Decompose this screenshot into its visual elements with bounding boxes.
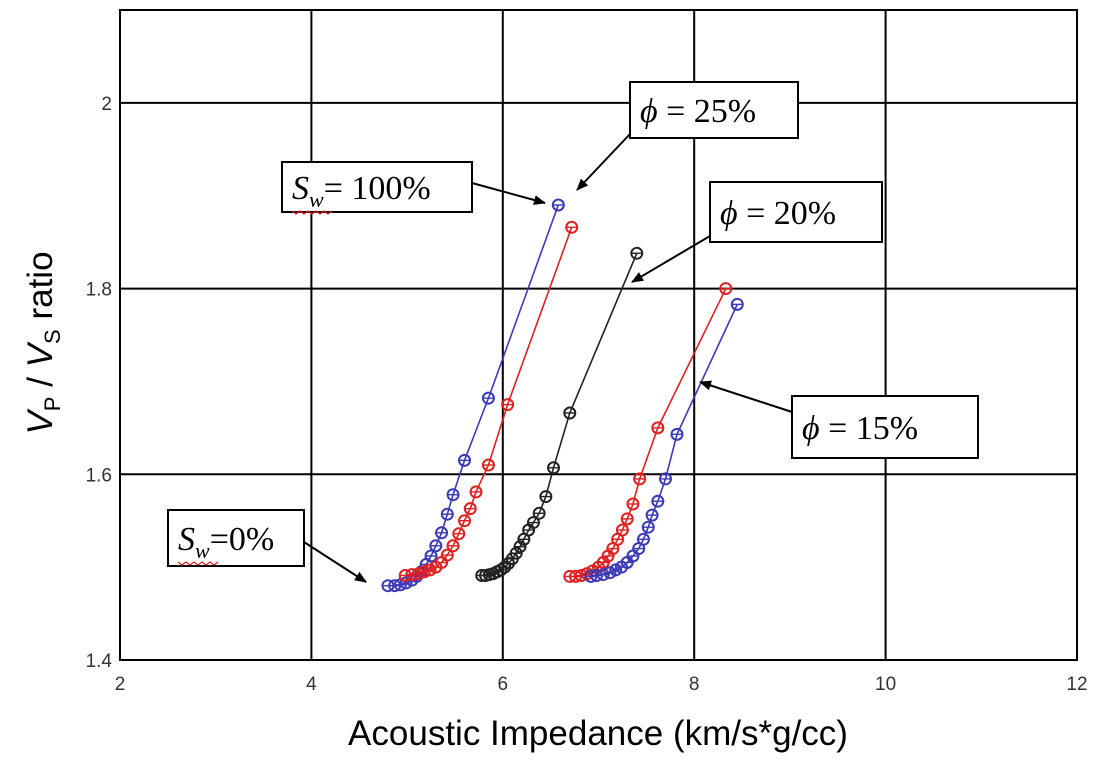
annotation-box [281, 161, 473, 213]
annotation-label: Sw= 100% [292, 170, 431, 212]
annotation-arrow [631, 235, 711, 283]
series-layer [381, 198, 744, 593]
annotation-arrow [576, 133, 631, 191]
x-tick-label: 4 [306, 674, 317, 695]
y-label-slash: / [21, 367, 60, 396]
annotation-variable: ϕ [802, 410, 820, 447]
annotation-box [167, 509, 305, 567]
annotation-porosity: ϕ = 15% [699, 380, 979, 459]
y-label-vp-var: V [21, 408, 60, 435]
annotation-subscript: w [309, 187, 324, 212]
y-label-vs-var: V [21, 340, 60, 367]
annotation-arrow [699, 380, 793, 413]
y-tick-label: 1.4 [86, 651, 113, 672]
annotation-label: ϕ = 25% [640, 93, 756, 130]
series-line [569, 288, 727, 578]
annotation-box [629, 81, 799, 139]
annotation-arrow [303, 541, 367, 583]
annotation-label: ϕ = 15% [802, 410, 918, 447]
annotation-arrow [471, 182, 546, 205]
annotation-saturation: Sw= 100% [281, 161, 546, 215]
annotation-value: = 15% [820, 410, 919, 447]
annotation-subscript: w [195, 538, 210, 563]
annotation-value: =0% [210, 521, 275, 558]
x-axis-ticks: 2 4 6 8 10 12 [115, 674, 1088, 695]
annotations-layer: Sw= 100%Sw=0%ϕ = 25%ϕ = 20%ϕ = 15% [167, 81, 979, 583]
spellcheck-squiggle [291, 210, 333, 215]
series-5 [584, 297, 744, 583]
annotation-label: ϕ = 20% [720, 195, 836, 232]
y-label-vp-sub: P [40, 397, 65, 412]
annotation-variable: S [292, 170, 309, 207]
annotation-porosity: ϕ = 20% [631, 181, 883, 283]
x-tick-label: 10 [875, 674, 896, 695]
annotation-porosity: ϕ = 25% [576, 81, 799, 191]
x-tick-label: 6 [498, 674, 509, 695]
plot-frame [119, 9, 1078, 661]
annotation-saturation: Sw=0% [167, 509, 367, 583]
series-2 [398, 220, 579, 582]
annotation-variable: ϕ [640, 93, 658, 130]
x-tick-label: 2 [115, 674, 126, 695]
annotation-value: = 100% [324, 170, 431, 207]
annotation-box [791, 395, 979, 459]
y-label-vs-sub: S [40, 329, 65, 344]
x-tick-label: 12 [1066, 674, 1087, 695]
annotation-value: = 25% [658, 93, 757, 130]
y-axis-label: VP / VS ratio [21, 251, 65, 434]
y-label-ratio: ratio [21, 251, 60, 329]
spellcheck-squiggle [177, 561, 219, 566]
y-tick-label: 2 [101, 94, 112, 115]
y-tick-label: 1.8 [86, 280, 112, 301]
annotation-label: Sw=0% [178, 521, 274, 563]
annotation-value: = 20% [738, 195, 837, 232]
annotation-box [709, 181, 883, 243]
y-axis-ticks: 1.4 1.6 1.8 2 [86, 94, 113, 672]
annotation-variable: ϕ [720, 195, 738, 232]
series-3 [475, 246, 644, 582]
annotation-variable: S [178, 521, 195, 558]
x-tick-label: 8 [689, 674, 700, 695]
y-tick-label: 1.6 [86, 465, 112, 486]
x-axis-label: Acoustic Impedance (km/s*g/cc) [348, 714, 848, 753]
